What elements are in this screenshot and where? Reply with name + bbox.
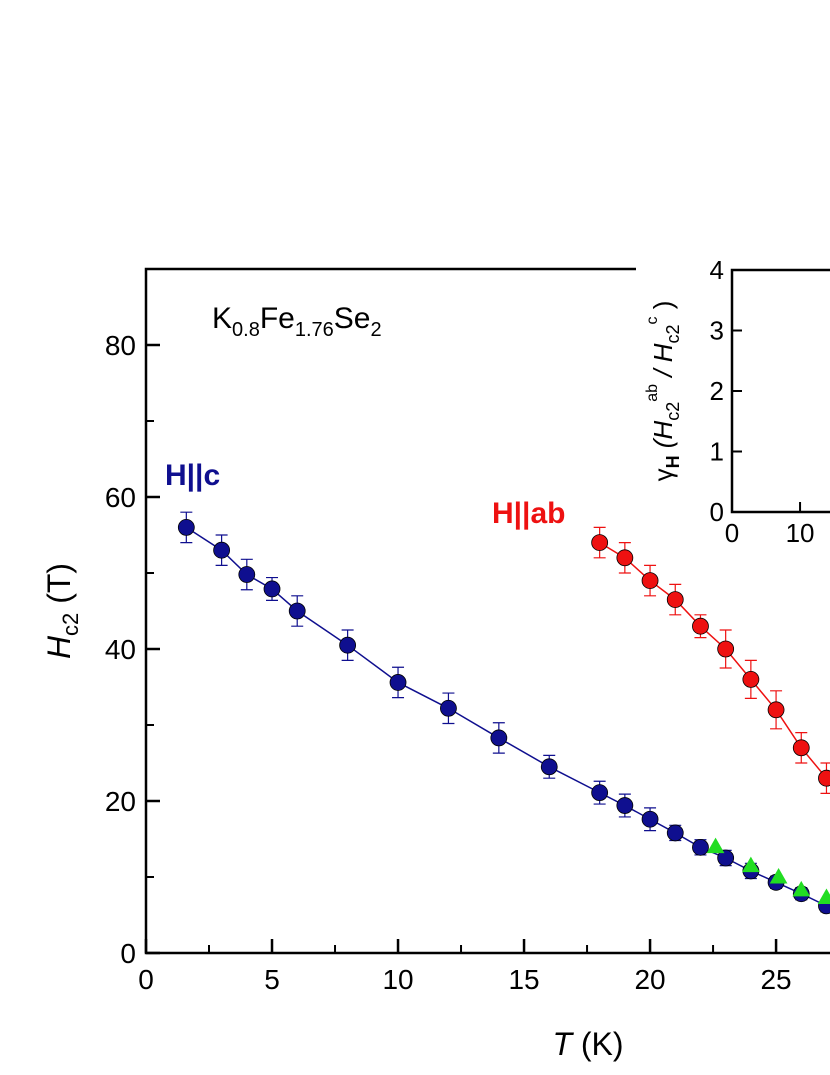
x-tick-label: 25 (760, 964, 791, 995)
axis-frame (144, 267, 830, 955)
annotation: K0.8Fe1.76Se2 (212, 302, 382, 341)
label-part: (K) (572, 1026, 624, 1062)
marker (641, 572, 659, 589)
marker (213, 541, 231, 559)
marker (742, 671, 760, 688)
triangle-marker (792, 880, 811, 897)
inset-y-tick-label: 2 (710, 376, 724, 406)
marker (490, 729, 508, 747)
label-part: c2 (58, 613, 83, 636)
y-tick-label: 40 (105, 634, 136, 665)
marker (717, 640, 735, 658)
marker (692, 838, 709, 856)
inset-y-tick-label: 4 (710, 255, 724, 285)
x-tick-label: 5 (264, 964, 280, 995)
x-tick-label: 0 (138, 964, 154, 995)
label-part: H (663, 455, 683, 468)
inset-y-tick-label: 1 (710, 437, 724, 467)
marker (263, 580, 281, 598)
label-part: H (41, 635, 77, 659)
x-tick-label: 10 (382, 964, 413, 995)
annotation-part: Se (334, 302, 371, 335)
label-part: / H (648, 343, 678, 384)
marker (616, 797, 634, 814)
marker (666, 824, 684, 842)
inset-y-tick-label: 3 (710, 316, 724, 346)
marker (641, 810, 659, 828)
label-part: c2 (663, 324, 683, 343)
marker (389, 674, 407, 691)
label-part: T (552, 1026, 574, 1062)
y-axis-label: Hc2 (T) (41, 563, 83, 659)
marker (717, 849, 735, 867)
annotation-part: 0.8 (232, 319, 260, 341)
annotation-part: 1.76 (295, 319, 334, 341)
label-part: ab (644, 384, 661, 402)
y-tick-label: 0 (120, 938, 136, 969)
marker (339, 636, 357, 654)
label-part: (H (648, 421, 678, 456)
series-line (185, 526, 827, 907)
y-tick-label: 20 (105, 786, 136, 817)
marker (238, 566, 256, 583)
y-tick-label: 60 (105, 482, 136, 513)
triangle-marker (706, 837, 725, 854)
inset-y-tick-label: 0 (710, 497, 724, 527)
triangle-marker (742, 856, 760, 873)
y-tick-label: 80 (105, 330, 136, 361)
series-line (599, 541, 828, 779)
inset-x-tick-label: 0 (725, 518, 739, 548)
triangle-marker (769, 867, 788, 884)
label-part: c (644, 316, 661, 324)
marker (177, 519, 195, 536)
marker (692, 617, 709, 635)
series-label: H||ab (492, 497, 565, 530)
annotation-part: K (212, 302, 232, 335)
marker (440, 699, 457, 717)
marker (666, 591, 684, 608)
label-part: c2 (663, 402, 683, 421)
series-label: H||c (165, 459, 220, 492)
x-tick-label: 15 (508, 964, 539, 995)
marker (616, 549, 634, 567)
marker (792, 739, 810, 757)
marker (288, 602, 306, 620)
inset-y-axis-label: γH (Hc2ab / Hc2c ) (644, 301, 683, 482)
marker (591, 784, 609, 802)
label-part: (T) (41, 563, 77, 613)
label-part: γ (648, 468, 678, 481)
annotation-part: Fe (260, 302, 295, 335)
marker (540, 758, 558, 776)
marker (818, 769, 830, 787)
annotation-part: 2 (370, 319, 381, 341)
triangle-marker (817, 888, 830, 905)
x-tick-label: 20 (634, 964, 665, 995)
marker (591, 534, 609, 551)
label-part: ) (648, 301, 678, 317)
marker (767, 701, 785, 719)
x-axis-label: T (K) (552, 1026, 623, 1062)
inset-x-tick-label: 10 (786, 518, 815, 548)
